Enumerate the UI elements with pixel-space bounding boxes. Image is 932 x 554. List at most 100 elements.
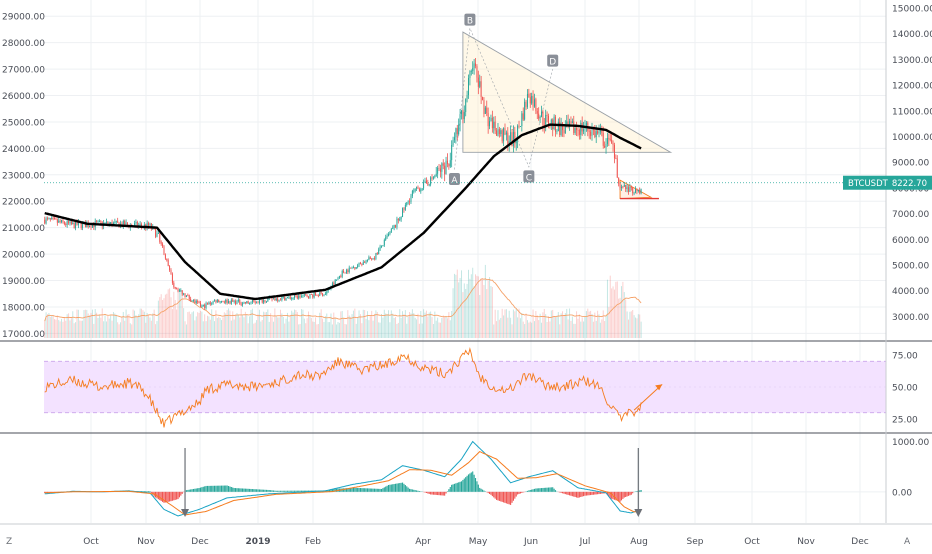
macd-histogram-bar — [454, 484, 455, 492]
macd-histogram-bar — [394, 484, 395, 492]
volume-bar — [218, 317, 219, 338]
macd-histogram-bar — [274, 491, 275, 492]
candle-body — [300, 296, 301, 298]
volume-bar — [329, 322, 330, 338]
macd-histogram-bar — [278, 491, 279, 492]
volume-bar — [516, 309, 517, 338]
volume-bar — [469, 279, 470, 338]
rsi-pane — [44, 349, 886, 428]
macd-histogram-bar — [402, 483, 403, 492]
macd-histogram-bar — [462, 480, 463, 492]
macd-histogram-bar — [207, 486, 208, 492]
volume-bar — [172, 309, 173, 338]
volume-bar — [208, 316, 209, 338]
volume-bar — [364, 310, 365, 338]
volume-bar — [119, 324, 120, 338]
volume-bar — [573, 324, 574, 338]
candle-body — [378, 250, 379, 255]
volume-bar — [241, 309, 242, 338]
volume-bar — [76, 310, 77, 338]
macd-histogram-bar — [461, 481, 462, 492]
candle-body — [218, 300, 219, 303]
candle-body — [57, 219, 58, 222]
rsi-tick-label: 25.00 — [892, 416, 918, 426]
volume-bar — [441, 318, 442, 338]
volume-bar — [287, 313, 288, 338]
candle-body — [343, 271, 344, 273]
candle-body — [283, 297, 284, 298]
candle-body — [293, 298, 294, 299]
candle-body — [377, 253, 378, 254]
volume-bar — [583, 322, 584, 338]
macd-histogram-bar — [586, 492, 587, 496]
macd-histogram-bar — [200, 488, 201, 492]
volume-bar — [53, 315, 54, 338]
candle-body — [423, 182, 424, 188]
volume-bar — [171, 297, 172, 338]
candle-body — [127, 223, 128, 225]
candle-body — [105, 223, 106, 224]
macd-histogram-bar — [175, 492, 176, 500]
macd-histogram-bar — [469, 473, 470, 491]
volume-bar — [483, 285, 484, 338]
candle-body — [263, 300, 264, 303]
macd-histogram-bar — [577, 492, 578, 498]
volume-bar — [272, 317, 273, 338]
macd-histogram-bar — [433, 492, 434, 495]
macd-histogram-bar — [225, 486, 226, 492]
volume-bar — [627, 311, 628, 338]
volume-bar — [72, 311, 73, 338]
macd-histogram-bar — [361, 488, 362, 492]
volume-bar — [479, 295, 480, 338]
volume-bar — [444, 317, 445, 338]
macd-histogram-bar — [507, 492, 508, 504]
candle-body — [403, 208, 404, 210]
volume-bar — [447, 318, 448, 338]
macd-histogram-bar — [189, 490, 190, 492]
candle-body — [72, 223, 73, 224]
candle-body — [592, 129, 593, 135]
macd-histogram-bar — [298, 491, 299, 492]
candle-body — [267, 298, 268, 301]
symbol-label: BTCUSDT — [848, 179, 889, 189]
candle-body — [387, 236, 388, 237]
macd-histogram-bar — [277, 491, 278, 492]
candle-body — [593, 129, 594, 130]
candle-body — [193, 300, 194, 301]
candle-body — [437, 168, 438, 174]
macd-histogram-bar — [625, 492, 626, 497]
macd-histogram-bar — [406, 486, 407, 492]
candle-body — [370, 257, 371, 258]
candle-body — [286, 298, 287, 301]
volume-bar — [563, 316, 564, 338]
macd-histogram-bar — [430, 492, 431, 495]
time-axis-label: Jul — [579, 537, 591, 547]
volume-bar — [607, 280, 608, 338]
macd-histogram-bar — [179, 492, 180, 498]
volume-bar — [398, 323, 399, 338]
macd-histogram-bar — [363, 488, 364, 492]
volume-bar — [255, 323, 256, 338]
volume-bar — [333, 313, 334, 338]
volume-bar — [201, 312, 202, 338]
volume-bar — [490, 286, 491, 338]
macd-histogram-bar — [563, 492, 564, 494]
macd-histogram-bar — [256, 489, 257, 492]
macd-histogram-bar — [443, 492, 444, 496]
candle-body — [50, 218, 51, 219]
candle-body — [399, 219, 400, 220]
macd-histogram-bar — [628, 492, 629, 496]
candle-body — [409, 201, 410, 202]
candle-body — [213, 301, 214, 303]
volume-bar — [131, 324, 132, 338]
candle-body — [406, 202, 407, 205]
volume-bar — [527, 320, 528, 338]
macd-histogram-bar — [259, 489, 260, 491]
candle-body — [579, 130, 580, 135]
volume-bar — [552, 310, 553, 338]
candle-body — [312, 295, 313, 298]
candle-body — [538, 114, 539, 119]
macd-histogram-bar — [438, 492, 439, 495]
candle-body — [434, 176, 435, 177]
volume-bar — [423, 309, 424, 338]
